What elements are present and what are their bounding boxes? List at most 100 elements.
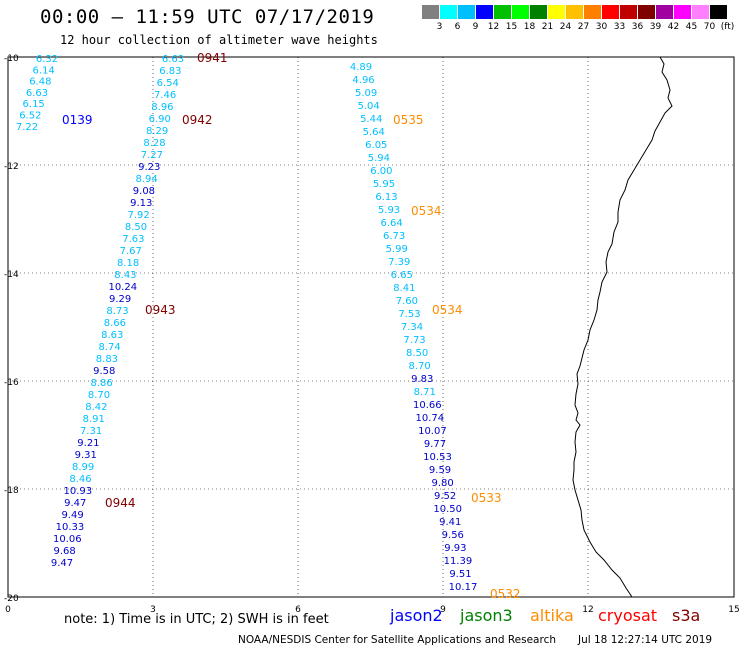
swh-value: 9.83 (411, 374, 433, 385)
swh-value: 8.63 (101, 330, 123, 341)
swh-value: 9.59 (429, 465, 451, 476)
swh-value: 5.64 (363, 127, 385, 138)
satellite-tracks: 6.326.146.486.636.156.527.2201396.636.83… (16, 51, 521, 601)
swh-value: 5.94 (368, 153, 390, 164)
swh-value: 8.73 (106, 306, 128, 317)
pass-time-label: 0534 (411, 204, 442, 218)
y-tick-label: -12 (4, 162, 19, 172)
swh-value: 10.07 (418, 426, 447, 437)
scale-swatch (548, 5, 565, 19)
x-tick-label: 0 (5, 605, 11, 615)
swh-value: 8.74 (98, 342, 120, 353)
swh-value: 7.27 (141, 150, 163, 161)
scale-label: 30 (595, 22, 608, 32)
swh-value: 9.23 (138, 162, 160, 173)
y-tick-label: -20 (4, 594, 19, 604)
swh-value: 6.63 (162, 54, 184, 65)
swh-value: 9.08 (133, 186, 155, 197)
swh-value: 6.15 (23, 99, 45, 110)
generated-timestamp: Jul 18 12:27:14 UTC 2019 (578, 634, 713, 646)
x-tick-label: 12 (582, 605, 593, 615)
scale-swatch (656, 5, 673, 19)
swh-value: 9.68 (54, 546, 76, 557)
swh-value: 8.70 (88, 390, 110, 401)
pass-time-label: 0943 (145, 303, 176, 317)
scale-swatch (512, 5, 529, 19)
coastline (572, 56, 673, 598)
swh-value: 7.60 (396, 296, 418, 307)
scale-swatch (710, 5, 727, 19)
swh-value: 6.73 (383, 231, 405, 242)
swh-value: 10.24 (108, 282, 137, 293)
axis-tick-labels: 0 3 6 9 12 15 -10 -12 -14 -16 -18 -20 (4, 54, 740, 615)
swh-value: 4.89 (350, 62, 372, 73)
pass-time-label: 0139 (62, 113, 93, 127)
y-tick-label: -18 (4, 486, 19, 496)
legend-cryosat: cryosat (598, 606, 658, 625)
scale-label: 3 (436, 22, 443, 32)
scale-swatch (530, 5, 547, 19)
swh-value: 8.50 (406, 348, 428, 359)
color-scale: 3 6 9 12 15 18 21 24 27 30 33 36 39 42 45 70 (ft) (422, 5, 734, 33)
swh-value: 6.05 (365, 140, 387, 151)
swh-value: 5.99 (386, 244, 408, 255)
swh-value: 9.93 (444, 543, 466, 554)
credit-line: NOAA/NESDIS Center for Satellite Applica… (238, 634, 556, 646)
swh-value: 9.51 (449, 569, 471, 580)
swh-value: 7.63 (122, 234, 144, 245)
pass-time-label: 0534 (432, 303, 463, 317)
scale-label: (ft) (720, 22, 735, 32)
pass-time-label: 0533 (471, 491, 502, 505)
swh-value: 6.64 (380, 218, 402, 229)
map-frame (7, 56, 735, 598)
swh-value: 8.50 (125, 222, 147, 233)
swh-value: 8.43 (114, 270, 136, 281)
x-tick-label: 6 (295, 605, 301, 615)
swh-value: 9.47 (64, 498, 86, 509)
swh-value: 9.31 (75, 450, 97, 461)
pass-time-label: 0942 (182, 113, 213, 127)
swh-value: 8.41 (393, 283, 415, 294)
scale-label: 18 (523, 22, 536, 32)
swh-value: 10.53 (423, 452, 452, 463)
swh-value: 8.42 (85, 402, 107, 413)
scale-label: 42 (667, 22, 680, 32)
swh-value: 9.80 (431, 478, 453, 489)
swh-value: 9.56 (442, 530, 464, 541)
units-note: note: 1) Time is in UTC; 2) SWH is in fe… (64, 612, 329, 627)
swh-value: 11.39 (444, 556, 473, 567)
swh-value: 9.77 (424, 439, 446, 450)
swh-value: 8.94 (135, 174, 157, 185)
swh-value: 6.83 (159, 66, 181, 77)
x-tick-label: 9 (440, 605, 446, 615)
scale-label: 9 (472, 22, 479, 32)
swh-value: 8.71 (414, 387, 436, 398)
swh-value: 8.28 (143, 138, 165, 149)
scale-swatch (566, 5, 583, 19)
swh-value: 10.66 (413, 400, 442, 411)
page-subtitle: 12 hour collection of altimeter wave hei… (60, 33, 378, 47)
scale-swatch (584, 5, 601, 19)
swh-value: 8.96 (151, 102, 173, 113)
swh-value: 8.46 (69, 474, 91, 485)
swh-value: 7.53 (398, 309, 420, 320)
swh-value: 10.50 (433, 504, 462, 515)
page-title: 00:00 – 11:59 UTC 07/17/2019 (40, 6, 375, 28)
scale-swatch (620, 5, 637, 19)
scale-swatch (638, 5, 655, 19)
swh-value: 5.44 (360, 114, 382, 125)
pass-time-label: 0535 (393, 113, 424, 127)
swh-value: 6.54 (157, 78, 179, 89)
grid-lines (8, 57, 734, 597)
swh-value: 9.13 (130, 198, 152, 209)
swh-value: 6.00 (370, 166, 392, 177)
swh-value: 6.14 (33, 65, 55, 76)
scale-label: 70 (703, 22, 716, 32)
scale-swatch (422, 5, 439, 19)
pass-time-label: 0532 (490, 587, 521, 601)
swh-value: 7.46 (154, 90, 176, 101)
scale-swatch (440, 5, 457, 19)
scale-label: 6 (454, 22, 461, 32)
